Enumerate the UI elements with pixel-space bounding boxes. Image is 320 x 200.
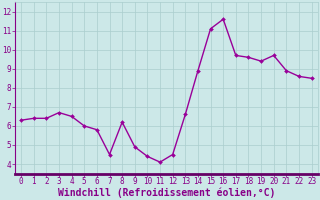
X-axis label: Windchill (Refroidissement éolien,°C): Windchill (Refroidissement éolien,°C) <box>58 187 275 198</box>
